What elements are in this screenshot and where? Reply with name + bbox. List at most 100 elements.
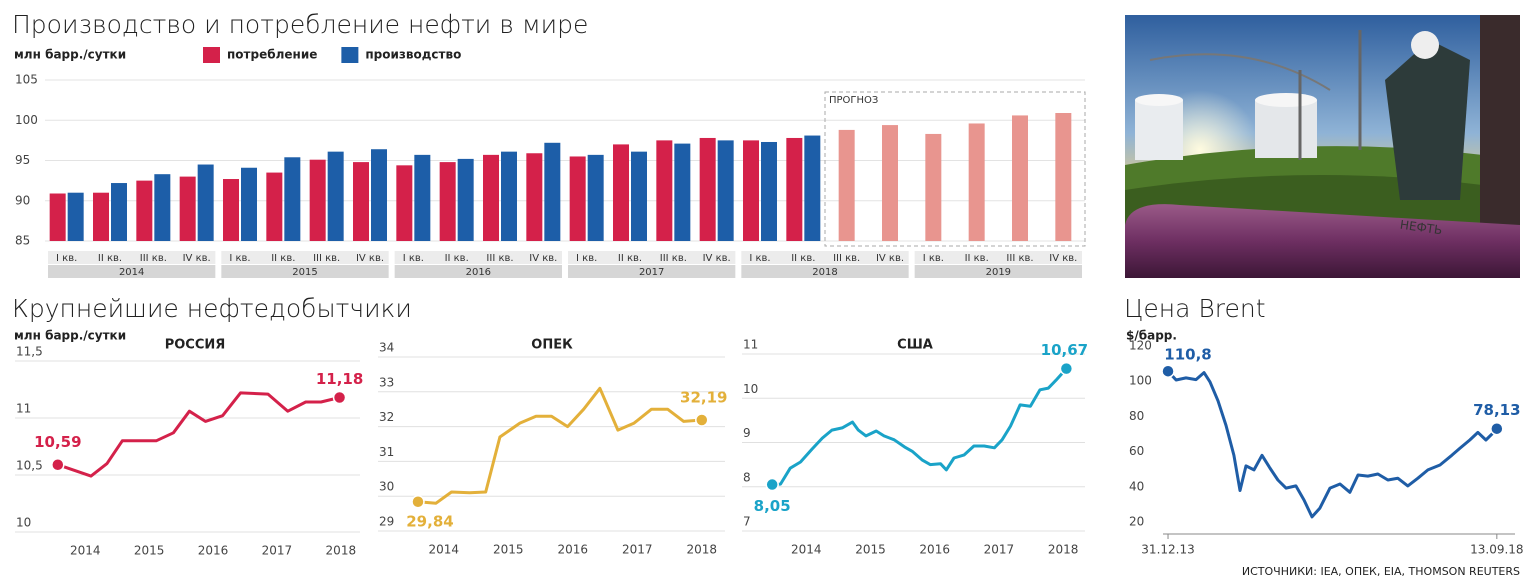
x-tick-label: III кв.	[486, 253, 513, 264]
x-group-label: 2017	[639, 267, 664, 278]
x-tick-label: II кв.	[271, 253, 295, 264]
data-label: 29,84	[406, 512, 453, 530]
y-tick-label: 32	[379, 410, 394, 424]
bar	[223, 179, 239, 241]
chart-title: Цена Brent	[1124, 294, 1266, 323]
chart-title: Производство и потребление нефти в мире	[12, 10, 588, 39]
x-tick-label: I кв.	[749, 253, 770, 264]
y-tick-label: 10	[743, 382, 758, 396]
quarter-band	[914, 251, 1082, 264]
bar	[154, 174, 171, 241]
bar	[613, 144, 629, 241]
x-tick-label: 2015	[134, 544, 165, 558]
bar	[656, 140, 673, 241]
data-label: 8,05	[754, 497, 791, 515]
x-tick-label: 2018	[1048, 543, 1079, 557]
bar	[544, 142, 561, 241]
x-tick-label: IV кв.	[876, 253, 904, 264]
point	[332, 390, 347, 405]
x-group-label: 2016	[466, 267, 491, 278]
legend-label: потребление	[227, 48, 317, 62]
x-tick-label: I кв.	[56, 253, 77, 264]
x-tick-label: 2017	[984, 543, 1015, 557]
x-tick-label: 2018	[326, 544, 357, 558]
point	[1490, 421, 1504, 436]
bar	[925, 133, 942, 241]
x-tick-label: 2015	[855, 543, 886, 557]
bar	[786, 137, 803, 241]
bar	[761, 141, 777, 241]
forecast-label: ПРОГНОЗ	[829, 95, 878, 106]
x-tick-label: IV кв.	[1049, 253, 1077, 264]
x-tick-label: III кв.	[833, 253, 860, 264]
quarter-band	[221, 251, 389, 264]
bar	[457, 158, 474, 241]
x-tick-label: I кв.	[923, 253, 944, 264]
y-tick-label: 11	[743, 338, 758, 352]
line	[1166, 370, 1498, 519]
section-title: Крупнейшие нефтедобытчики	[12, 294, 412, 323]
bar	[1055, 113, 1072, 241]
bar	[396, 165, 413, 241]
y-tick-label: 10,5	[16, 459, 43, 473]
data-label: 11,18	[316, 370, 363, 388]
year-band	[914, 265, 1082, 278]
x-tick-label: II кв.	[965, 253, 989, 264]
x-tick-label: 13.09.18	[1470, 543, 1523, 557]
legend-swatch	[341, 47, 359, 63]
data-label: 10,59	[34, 433, 81, 451]
y-tick-label: 10	[16, 516, 31, 530]
y-axis-label: млн барр./сутки	[14, 48, 126, 62]
bar	[804, 135, 821, 241]
x-tick-label: II кв.	[98, 253, 122, 264]
y-tick-label: 31	[379, 445, 394, 459]
point	[695, 413, 709, 427]
photo: НЕФТЬ	[1125, 15, 1520, 278]
bar	[241, 167, 257, 241]
bar	[179, 176, 196, 241]
y-tick-label: 9	[743, 426, 751, 440]
y-tick-label: 8	[743, 470, 751, 484]
x-tick-label: 2017	[622, 543, 653, 557]
y-tick-label: 100	[15, 113, 38, 127]
chart-title: РОССИЯ	[165, 338, 226, 353]
bar	[1012, 115, 1028, 241]
chart-title: ОПЕК	[531, 338, 573, 353]
x-tick-label: IV кв.	[529, 253, 557, 264]
source: ИСТОЧНИКИ: IEA, ОПЕК, EIA, THOMSON REUTE…	[1242, 565, 1520, 578]
x-tick-label: 31.12.13	[1141, 543, 1194, 557]
line	[772, 367, 1068, 486]
svg-text:НЕФТЬ: НЕФТЬ	[1399, 218, 1443, 238]
y-tick-label: 80	[1129, 409, 1144, 423]
bar	[699, 137, 716, 241]
point	[1059, 361, 1074, 376]
bar	[569, 156, 586, 241]
x-tick-label: III кв.	[313, 253, 340, 264]
line	[417, 386, 702, 505]
bar	[631, 151, 647, 241]
x-tick-label: 2018	[687, 543, 718, 557]
x-group-label: 2019	[986, 267, 1011, 278]
bar	[717, 140, 734, 241]
x-tick-label: IV кв.	[703, 253, 731, 264]
point	[1161, 364, 1175, 378]
bar	[483, 154, 499, 241]
x-tick-label: II кв.	[445, 253, 469, 264]
x-group-label: 2015	[292, 267, 317, 278]
y-tick-label: 33	[379, 375, 394, 389]
y-axis-label: млн барр./сутки	[14, 329, 126, 343]
y-tick-label: 95	[15, 153, 30, 167]
legend-swatch	[203, 47, 220, 63]
quarter-band	[568, 251, 736, 264]
bar	[309, 159, 326, 241]
x-tick-label: 2016	[919, 543, 950, 557]
bar	[197, 164, 214, 241]
bar	[93, 192, 109, 241]
y-tick-label: 20	[1129, 515, 1144, 529]
y-tick-label: 11	[16, 402, 31, 416]
x-tick-label: 2016	[198, 544, 229, 558]
x-tick-label: 2014	[791, 543, 822, 557]
point	[411, 495, 425, 509]
chart-title: США	[897, 338, 933, 353]
y-tick-label: 29	[379, 515, 394, 529]
